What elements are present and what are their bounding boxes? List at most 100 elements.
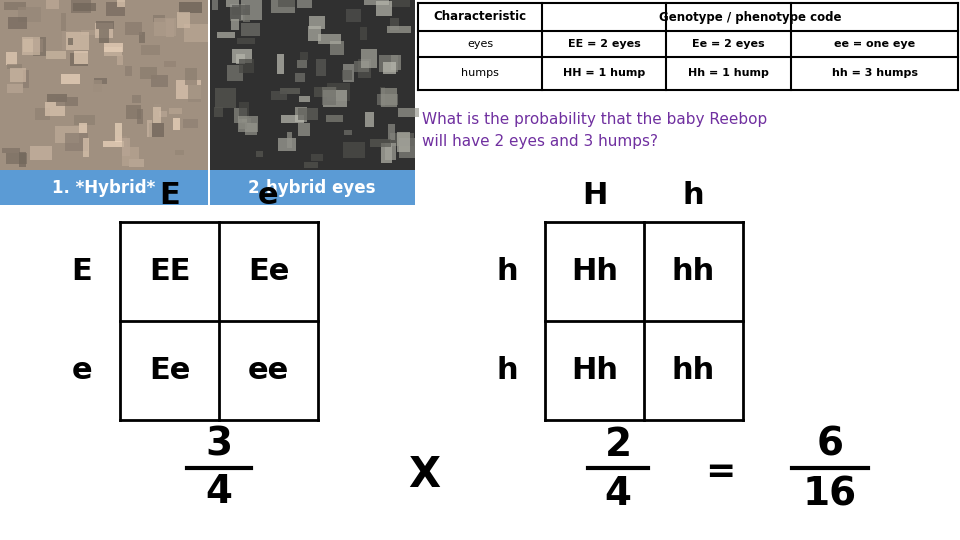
Bar [0,170,208,205]
Bar [280,88,300,93]
Bar [177,80,201,99]
Bar [365,0,390,5]
Text: Characteristic: Characteristic [433,10,527,24]
Bar [71,0,91,13]
Bar [35,109,50,120]
Bar [298,124,310,136]
Bar [232,49,252,63]
Text: h: h [496,356,517,385]
Bar [344,130,351,135]
Bar [6,52,17,65]
Bar [242,118,251,124]
Text: Genotype / phenotype code: Genotype / phenotype code [659,10,841,24]
Bar [297,60,307,68]
Bar [360,28,368,40]
Bar [303,163,318,168]
Bar [232,5,250,15]
Text: 16: 16 [803,475,857,513]
Bar [381,88,396,107]
Bar [94,78,108,84]
Bar [243,9,250,22]
Bar [375,1,392,16]
Bar [179,2,202,12]
Bar [22,37,40,55]
Bar [173,118,180,131]
Bar [212,0,218,10]
Bar [61,31,80,50]
Text: What is the probability that the baby Reebop
will have 2 eyes and 3 humps?: What is the probability that the baby Re… [422,112,767,149]
Bar [278,138,297,151]
Bar [323,87,336,105]
Bar [169,108,181,114]
Bar [396,132,410,152]
Bar [73,3,96,11]
Bar [82,30,104,35]
Text: 4: 4 [605,475,632,513]
Text: X: X [408,454,440,496]
Text: Ee = 2 eyes: Ee = 2 eyes [692,39,765,49]
Bar [326,115,343,123]
Bar [229,4,245,21]
Bar [239,59,254,73]
Bar [122,138,131,156]
Bar [67,38,73,45]
Text: e: e [72,356,92,385]
Bar [296,106,307,122]
Bar [343,64,354,82]
Text: Ee: Ee [248,257,289,286]
Text: 4: 4 [205,473,232,511]
Bar [122,146,139,166]
Bar [129,159,144,167]
Bar [137,109,143,124]
Bar [300,96,309,102]
Bar [34,37,46,56]
Bar [2,148,20,153]
Bar [154,16,165,22]
Bar [380,87,385,106]
Bar [23,70,29,89]
Bar [188,85,201,102]
Bar [376,93,398,105]
Bar [17,8,40,22]
Bar [236,54,245,64]
Bar [398,108,420,117]
Bar [61,74,81,84]
Bar [326,83,350,101]
Bar [329,41,344,55]
Bar [60,14,66,31]
Bar [343,143,365,158]
Bar [153,107,161,124]
Bar [154,18,176,36]
Text: EE = 2 eyes: EE = 2 eyes [567,39,640,49]
Bar [105,48,122,56]
Bar [182,119,198,129]
Bar [8,17,27,29]
Bar [277,54,284,73]
Bar [210,170,415,205]
Text: h: h [683,180,705,210]
Bar [132,95,141,103]
Bar [141,45,159,55]
Bar [218,32,235,38]
Bar [74,51,88,64]
Bar [126,105,141,119]
Text: hh: hh [672,257,715,286]
Text: H: H [582,180,607,210]
Bar [117,55,123,65]
Bar [298,108,318,120]
Bar [388,124,395,140]
Bar [184,24,208,42]
Bar [281,114,303,123]
Bar [383,62,396,74]
Text: Hh: Hh [571,257,618,286]
Text: HH = 1 hump: HH = 1 hump [563,69,645,78]
Bar [103,140,124,147]
Bar [165,19,175,37]
Bar [381,143,392,163]
Bar [241,23,259,36]
Bar [300,52,308,60]
Bar [96,21,114,29]
Bar [295,73,305,82]
Bar [84,138,89,157]
Bar [177,12,190,29]
